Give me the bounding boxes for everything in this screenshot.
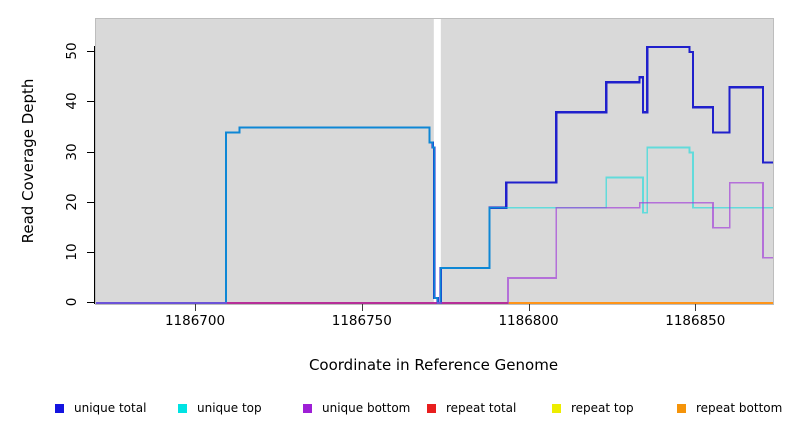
x-tick-label: 1186800 <box>498 313 559 329</box>
legend-label: repeat bottom <box>696 401 783 415</box>
x-tick-mark <box>528 304 530 311</box>
x-tick-label: 1186700 <box>164 313 226 329</box>
y-tick-mark <box>87 51 94 53</box>
y-tick-mark <box>87 151 94 153</box>
y-tick-label: 0 <box>64 297 80 307</box>
x-tick-label: 1186750 <box>331 313 392 329</box>
legend-swatch-unique-total <box>55 403 64 413</box>
x-tick-mark <box>695 304 697 311</box>
x-tick-mark <box>361 304 363 311</box>
legend-item-repeat-total: repeat total <box>427 401 516 415</box>
legend-label: unique total <box>74 401 147 415</box>
series-unique-bottom <box>96 181 773 304</box>
y-tick-label: 30 <box>64 142 80 161</box>
legend-swatch-repeat-total <box>427 403 436 413</box>
legend-label: repeat total <box>446 401 517 415</box>
legend-item-unique-bottom: unique bottom <box>303 401 410 415</box>
y-tick-mark <box>87 201 94 203</box>
y-tick-label: 20 <box>64 193 80 211</box>
series-unique-top <box>96 126 773 304</box>
legend-item-repeat-bottom: repeat bottom <box>677 401 782 415</box>
y-tick-label: 10 <box>64 243 80 261</box>
legend-label: unique bottom <box>322 401 411 415</box>
y-axis-title: Read Coverage Depth <box>19 78 37 244</box>
y-tick-mark <box>87 251 94 253</box>
y-tick-mark <box>87 101 94 103</box>
y-tick-label: 40 <box>64 92 80 110</box>
sequence-gap-band <box>433 19 441 302</box>
x-axis-title: Coordinate in Reference Genome <box>308 356 559 374</box>
legend-swatch-repeat-top <box>552 403 561 413</box>
legend-item-repeat-top: repeat top <box>552 401 634 415</box>
legend-item-unique-total: unique total <box>55 401 146 415</box>
legend-swatch-unique-top <box>178 403 187 413</box>
legend-item-unique-top: unique top <box>178 401 262 415</box>
coverage-step-chart <box>96 19 773 305</box>
legend-label: repeat top <box>571 401 634 415</box>
legend-swatch-unique-bottom <box>303 403 312 413</box>
legend-label: unique top <box>197 401 262 415</box>
y-tick-label: 50 <box>64 42 80 60</box>
legend-swatch-repeat-bottom <box>677 403 686 413</box>
y-tick-mark <box>87 302 94 303</box>
x-tick-label: 1186850 <box>665 313 726 329</box>
y-axis-line <box>94 46 95 304</box>
plot-area <box>95 18 774 305</box>
x-tick-mark <box>195 304 196 311</box>
